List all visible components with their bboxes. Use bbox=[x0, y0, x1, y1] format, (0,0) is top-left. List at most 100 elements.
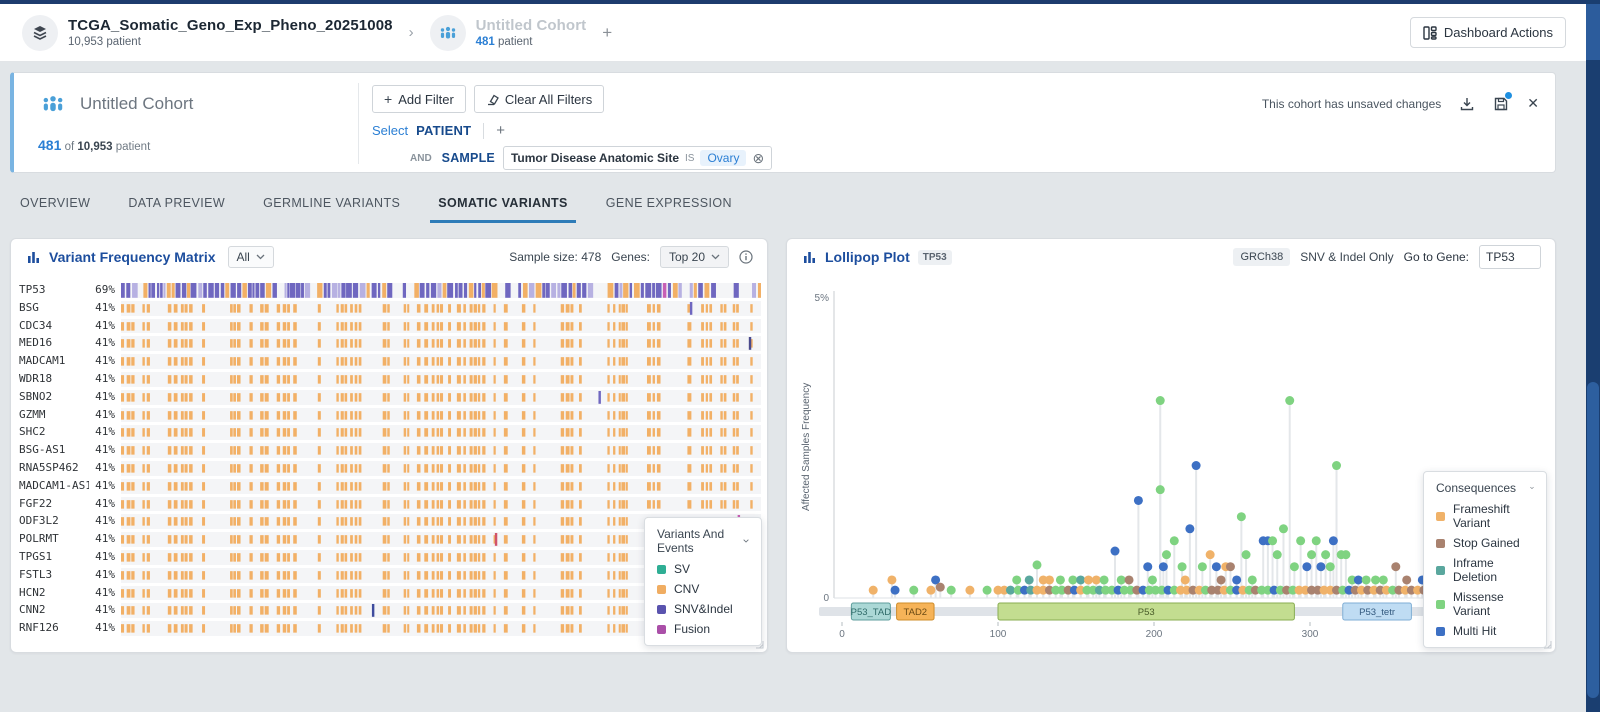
lollipop-point[interactable] bbox=[965, 585, 975, 595]
lollipop-point[interactable] bbox=[1044, 585, 1054, 595]
lollipop-point[interactable] bbox=[1012, 575, 1022, 585]
matrix-row-sbno2[interactable]: SBNO2 41% bbox=[19, 389, 761, 405]
matrix-row-rna5sp462[interactable]: RNA5SP462 41% bbox=[19, 460, 761, 476]
lollipop-point[interactable] bbox=[1225, 562, 1235, 572]
matrix-filter-dropdown[interactable]: All bbox=[227, 246, 274, 268]
lollipop-point[interactable] bbox=[1113, 585, 1123, 595]
domain-p53_tad[interactable]: P53_TAD bbox=[851, 602, 892, 621]
add-filter-button[interactable]: + Add Filter bbox=[372, 85, 466, 113]
lollipop-point[interactable] bbox=[1288, 585, 1298, 595]
lollipop-point[interactable] bbox=[1353, 575, 1363, 585]
chevron-down-icon[interactable] bbox=[743, 538, 749, 544]
lollipop-point[interactable] bbox=[1038, 575, 1048, 585]
lollipop-point[interactable] bbox=[1402, 575, 1412, 585]
lollipop-point[interactable] bbox=[1328, 536, 1338, 546]
lollipop-point[interactable] bbox=[1307, 585, 1317, 595]
matrix-row-shc2[interactable]: SHC2 41% bbox=[19, 425, 761, 441]
lollipop-point[interactable] bbox=[946, 585, 956, 595]
lollipop-point[interactable] bbox=[1157, 585, 1167, 595]
resize-handle[interactable] bbox=[1543, 640, 1552, 649]
lollipop-point[interactable] bbox=[1272, 550, 1282, 560]
lollipop-point[interactable] bbox=[1319, 585, 1329, 595]
lollipop-point[interactable] bbox=[1068, 575, 1078, 585]
lollipop-point[interactable] bbox=[1069, 585, 1079, 595]
page-scrollbar[interactable] bbox=[1586, 0, 1600, 712]
entity-patient[interactable]: PATIENT bbox=[416, 123, 472, 138]
lollipop-point[interactable] bbox=[1350, 585, 1360, 595]
lollipop-point[interactable] bbox=[1316, 562, 1326, 572]
dashboard-actions-button[interactable]: Dashboard Actions bbox=[1409, 17, 1566, 48]
lollipop-point[interactable] bbox=[1369, 585, 1379, 595]
lollipop-point[interactable] bbox=[1155, 485, 1165, 495]
lollipop-point[interactable] bbox=[1116, 575, 1126, 585]
tab-overview[interactable]: OVERVIEW bbox=[20, 196, 91, 210]
lollipop-point[interactable] bbox=[1268, 536, 1278, 546]
lollipop-point[interactable] bbox=[1232, 585, 1242, 595]
lollipop-point[interactable] bbox=[1182, 585, 1192, 595]
lollipop-point[interactable] bbox=[1378, 575, 1388, 585]
lollipop-point[interactable] bbox=[1200, 585, 1210, 595]
lollipop-point[interactable] bbox=[1051, 585, 1061, 595]
lollipop-point[interactable] bbox=[1269, 585, 1279, 595]
lollipop-point[interactable] bbox=[1361, 575, 1371, 585]
lollipop-point[interactable] bbox=[1213, 585, 1223, 595]
lollipop-point[interactable] bbox=[999, 585, 1009, 595]
lollipop-point[interactable] bbox=[1244, 585, 1254, 595]
lollipop-point[interactable] bbox=[1406, 585, 1416, 595]
lollipop-point[interactable] bbox=[935, 582, 945, 592]
matrix-row-fgf22[interactable]: FGF22 41% bbox=[19, 496, 761, 512]
goto-gene-input[interactable] bbox=[1479, 245, 1541, 269]
lollipop-point[interactable] bbox=[1250, 585, 1260, 595]
lollipop-point[interactable] bbox=[1375, 585, 1385, 595]
lollipop-point[interactable] bbox=[1119, 585, 1129, 595]
lollipop-point[interactable] bbox=[1107, 585, 1117, 595]
lollipop-point[interactable] bbox=[1024, 575, 1034, 585]
lollipop-point[interactable] bbox=[1076, 575, 1086, 585]
lollipop-point[interactable] bbox=[1138, 585, 1148, 595]
lollipop-point[interactable] bbox=[1176, 585, 1186, 595]
lollipop-point[interactable] bbox=[1300, 585, 1310, 595]
lollipop-point[interactable] bbox=[926, 585, 936, 595]
lollipop-point[interactable] bbox=[1026, 585, 1036, 595]
cohort-breadcrumb-title[interactable]: Untitled Cohort bbox=[475, 17, 587, 34]
download-cohort-button[interactable] bbox=[1459, 96, 1475, 112]
lollipop-point[interactable] bbox=[1278, 524, 1288, 534]
matrix-row-tpgs1[interactable]: TPGS1 41% bbox=[19, 549, 761, 565]
lollipop-point[interactable] bbox=[1155, 396, 1165, 406]
lollipop-point[interactable] bbox=[931, 575, 941, 585]
lollipop-point[interactable] bbox=[1032, 560, 1042, 570]
lollipop-point[interactable] bbox=[1032, 585, 1042, 595]
lollipop-point[interactable] bbox=[1285, 396, 1295, 406]
variant-matrix[interactable]: TP53 69% BSG 41% CDC34 41% MED16 41% MADCAM1 41% W… bbox=[19, 283, 761, 639]
lollipop-point[interactable] bbox=[1110, 546, 1120, 556]
lollipop-point[interactable] bbox=[1132, 585, 1142, 595]
lollipop-point[interactable] bbox=[1356, 585, 1366, 595]
dataset-title[interactable]: TCGA_Somatic_Geno_Exp_Pheno_20251008 bbox=[68, 17, 393, 34]
lollipop-point[interactable] bbox=[1083, 575, 1093, 585]
matrix-row-cnn2[interactable]: CNN2 41% bbox=[19, 603, 761, 619]
lollipop-point[interactable] bbox=[1347, 575, 1357, 585]
lollipop-point[interactable] bbox=[993, 585, 1003, 595]
lollipop-point[interactable] bbox=[1232, 575, 1242, 585]
lollipop-point[interactable] bbox=[1332, 585, 1342, 595]
lollipop-point[interactable] bbox=[1044, 575, 1054, 585]
lollipop-point[interactable] bbox=[1038, 585, 1048, 595]
lollipop-point[interactable] bbox=[1205, 550, 1215, 560]
lollipop-point[interactable] bbox=[1063, 585, 1073, 595]
lollipop-point[interactable] bbox=[1219, 585, 1229, 595]
lollipop-point[interactable] bbox=[1388, 585, 1398, 595]
lollipop-point[interactable] bbox=[1394, 585, 1404, 595]
lollipop-point[interactable] bbox=[1088, 585, 1098, 595]
lollipop-point[interactable] bbox=[1020, 585, 1030, 595]
lollipop-point[interactable] bbox=[1207, 585, 1217, 595]
lollipop-point[interactable] bbox=[1332, 461, 1342, 471]
domain-tad2[interactable]: TAD2 bbox=[896, 602, 935, 621]
tab-somatic-variants[interactable]: SOMATIC VARIANTS bbox=[430, 196, 576, 223]
lollipop-point[interactable] bbox=[1238, 585, 1248, 595]
lollipop-point[interactable] bbox=[1282, 585, 1292, 595]
entity-sample[interactable]: SAMPLE bbox=[441, 151, 495, 165]
matrix-row-cdc34[interactable]: CDC34 41% bbox=[19, 318, 761, 334]
lollipop-point[interactable] bbox=[1099, 575, 1109, 585]
lollipop-point[interactable] bbox=[1144, 585, 1154, 595]
matrix-row-polrmt[interactable]: POLRMT 41% bbox=[19, 532, 761, 547]
